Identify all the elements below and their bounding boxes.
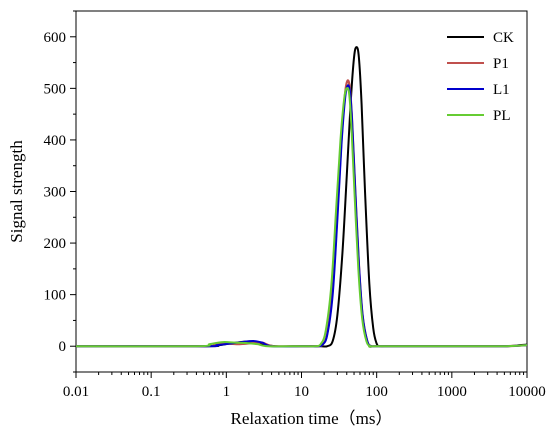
x-tick-label: 0.1 bbox=[142, 384, 161, 400]
y-tick-label: 400 bbox=[44, 133, 67, 149]
series-layer bbox=[75, 46, 528, 348]
x-tick-label: 0.01 bbox=[63, 384, 89, 400]
x-tick-label: 10 bbox=[294, 384, 309, 400]
plot-frame bbox=[75, 10, 528, 373]
series-line-ck bbox=[75, 46, 528, 348]
legend-label-p1: P1 bbox=[493, 56, 509, 72]
series-line-pl bbox=[75, 86, 528, 348]
plot-area: 0.01 0.1 1 10 100 1000 10000 0 100 200 300 400 500 60… bbox=[44, 10, 546, 400]
y-tick-label: 200 bbox=[44, 236, 67, 252]
x-tick-label: 1 bbox=[223, 384, 231, 400]
x-tick-label: 100 bbox=[365, 384, 388, 400]
y-tick-label: 600 bbox=[44, 30, 67, 46]
series-line-p1 bbox=[75, 79, 528, 348]
legend-label-pl: PL bbox=[493, 108, 511, 124]
legend-label-l1: L1 bbox=[493, 82, 510, 98]
series-line-l1 bbox=[75, 84, 528, 348]
y-axis-title: Signal strength bbox=[7, 140, 26, 243]
x-tick-label: 10000 bbox=[508, 384, 546, 400]
axis-layer: 0.01 0.1 1 10 100 1000 10000 0 100 200 300 400 500 60… bbox=[44, 10, 546, 400]
legend-label-ck: CK bbox=[493, 30, 514, 46]
y-tick-label: 100 bbox=[44, 288, 67, 304]
y-tick-label: 500 bbox=[44, 81, 67, 97]
y-tick-label: 300 bbox=[44, 185, 67, 201]
y-tick-label: 0 bbox=[59, 339, 67, 355]
x-tick-label: 1000 bbox=[437, 384, 467, 400]
legend: CK P1 L1 PL bbox=[447, 30, 514, 124]
x-axis-title: Relaxation time（ms） bbox=[231, 409, 393, 428]
